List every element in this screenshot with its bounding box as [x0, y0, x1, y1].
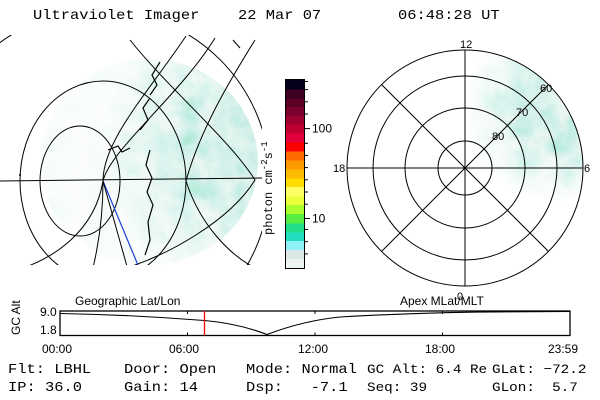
svg-text:18: 18: [333, 163, 345, 175]
svg-text:12: 12: [460, 39, 472, 51]
svg-text:80: 80: [492, 131, 504, 143]
svg-text:0: 0: [457, 291, 463, 303]
svg-text:70: 70: [516, 107, 528, 119]
svg-text:60: 60: [540, 83, 552, 95]
svg-text:6: 6: [584, 163, 590, 175]
